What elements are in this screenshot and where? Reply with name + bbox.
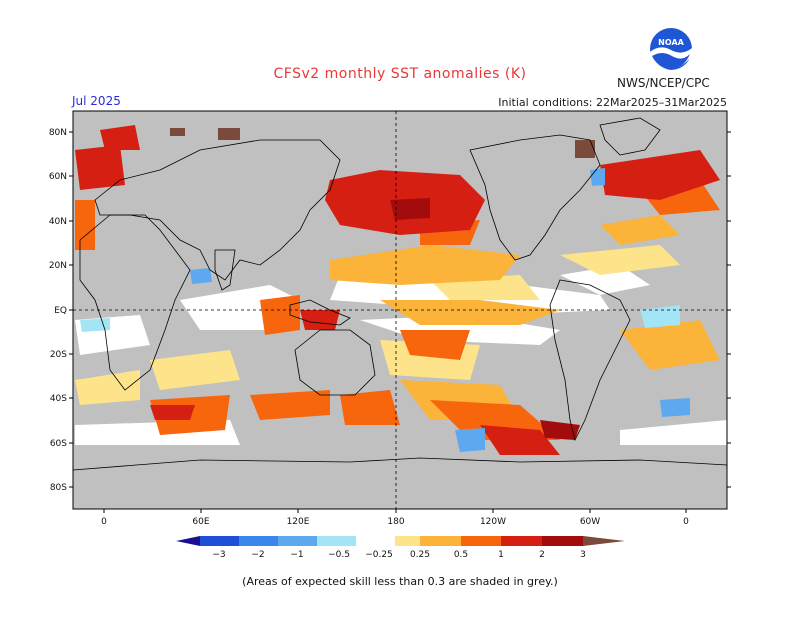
colorbar-segment (501, 536, 542, 546)
map-title: CFSv2 monthly SST anomalies (K) (273, 66, 527, 82)
skill-footnote: (Areas of expected skill less than 0.3 a… (242, 575, 558, 588)
lon-label: 60W (580, 517, 600, 527)
colorbar-tick: −1 (290, 550, 303, 560)
lon-label: 0 (101, 517, 107, 527)
lat-label: 60S (50, 439, 67, 449)
colorbar-tick: −0.5 (328, 550, 350, 560)
colorbar-tick-labels: −3 −2 −1 −0.5 −0.25 0.25 0.5 1 2 3 (212, 550, 586, 560)
noaa-logo: NOAA (648, 26, 694, 72)
lat-ticks (69, 131, 731, 488)
colorbar-segment (317, 536, 356, 546)
colorbar-tick: −2 (251, 550, 264, 560)
colorbar-tick: 0.5 (454, 550, 468, 560)
lon-labels: 0 60E 120E 180 120W 60W 0 (101, 517, 689, 527)
colorbar-end-low (176, 536, 200, 546)
colorbar-segment (200, 536, 239, 546)
coastlines (73, 117, 727, 471)
colorbar-segment (356, 536, 395, 546)
colorbar-tick: 3 (580, 550, 586, 560)
colorbar-tick: −3 (212, 550, 225, 560)
lon-label: 180 (387, 517, 404, 527)
lat-label: 20N (49, 261, 67, 271)
colorbar-segment (239, 536, 278, 546)
valid-month-label: Jul 2025 (72, 94, 121, 108)
agency-label: NWS/NCEP/CPC (617, 76, 710, 90)
lat-label: 60N (49, 172, 67, 182)
svg-text:NOAA: NOAA (658, 38, 684, 47)
colorbar-tick: 2 (539, 550, 545, 560)
anomaly-field (73, 117, 727, 471)
colorbar: −3 −2 −1 −0.5 −0.25 0.25 0.5 1 2 3 (176, 536, 625, 560)
lon-label: 60E (192, 517, 209, 527)
colorbar-segment (278, 536, 317, 546)
colorbar-tick: 0.25 (410, 550, 430, 560)
lon-ticks (103, 509, 687, 513)
initial-conditions-label: Initial conditions: 22Mar2025–31Mar2025 (498, 96, 727, 109)
colorbar-segment (542, 536, 583, 546)
lat-label: 80N (49, 128, 67, 138)
lat-label: 80S (50, 483, 67, 493)
lat-labels: 80N 60N 40N 20N EQ 20S 40S 60S 80S (49, 128, 67, 493)
lat-label: 40S (50, 394, 67, 404)
lon-label: 120E (287, 517, 310, 527)
colorbar-tick: −0.25 (365, 550, 393, 560)
colorbar-tick: 1 (498, 550, 504, 560)
lon-label: 0 (683, 517, 689, 527)
colorbar-segment (395, 536, 420, 546)
lat-label: EQ (54, 306, 67, 316)
lon-label: 120W (480, 517, 506, 527)
colorbar-end-high (583, 536, 625, 546)
colorbar-segment (420, 536, 461, 546)
colorbar-segment (461, 536, 501, 546)
lat-label: 20S (50, 350, 67, 360)
lat-label: 40N (49, 217, 67, 227)
